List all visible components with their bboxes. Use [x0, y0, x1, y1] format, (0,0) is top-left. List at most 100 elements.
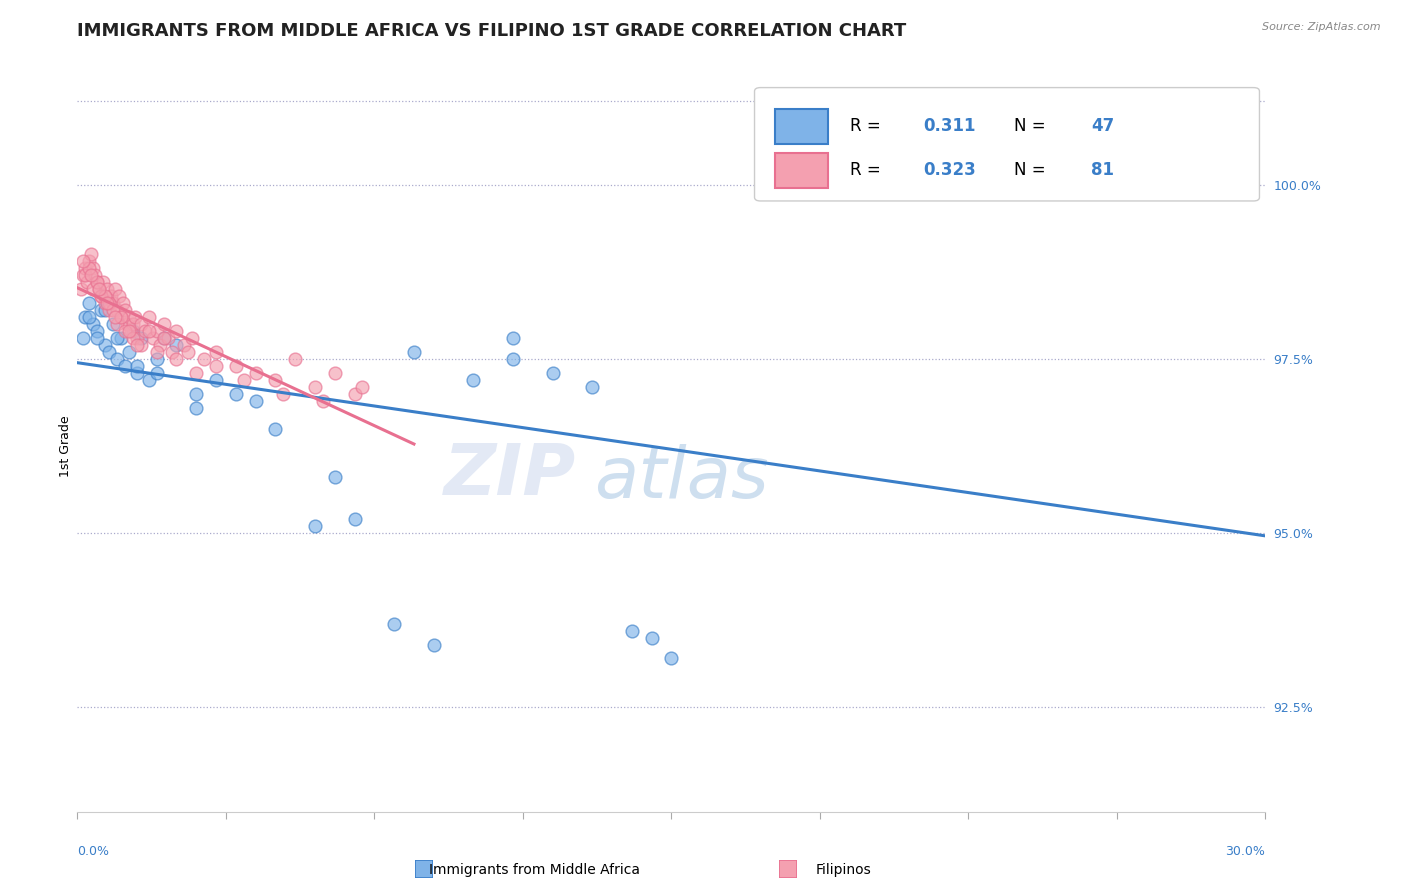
Point — [125, 331, 148, 345]
Point — [108, 289, 131, 303]
Point — [129, 331, 152, 345]
Point — [86, 275, 108, 289]
Point — [121, 324, 143, 338]
Point — [77, 254, 100, 268]
Point — [121, 317, 143, 331]
Point — [245, 393, 267, 408]
Point — [84, 268, 107, 283]
Point — [100, 289, 122, 303]
Point — [541, 366, 564, 380]
Bar — [775, 153, 828, 188]
Point — [162, 345, 184, 359]
Point — [91, 275, 114, 289]
Point — [232, 373, 254, 387]
Text: Immigrants from Middle Africa: Immigrants from Middle Africa — [429, 863, 640, 877]
Point — [82, 261, 104, 276]
Point — [193, 351, 215, 366]
Point — [382, 616, 405, 631]
Text: Source: ZipAtlas.com: Source: ZipAtlas.com — [1263, 22, 1381, 32]
Point — [153, 331, 176, 345]
Point — [120, 324, 142, 338]
Point — [138, 373, 160, 387]
Point — [114, 303, 136, 318]
Point — [323, 366, 346, 380]
Point — [105, 351, 128, 366]
Point — [343, 386, 366, 401]
Point — [264, 421, 287, 435]
Text: 0.311: 0.311 — [924, 118, 976, 136]
Point — [149, 338, 172, 352]
Point — [173, 338, 195, 352]
Point — [87, 282, 110, 296]
Point — [76, 275, 98, 289]
Point — [125, 338, 148, 352]
Point — [77, 261, 100, 276]
Point — [186, 401, 208, 415]
Point — [101, 296, 124, 310]
Point — [87, 282, 110, 296]
Point — [118, 324, 141, 338]
Bar — [775, 109, 828, 144]
Point — [72, 268, 94, 283]
Point — [77, 310, 100, 325]
Point — [145, 324, 167, 338]
Point — [98, 296, 121, 310]
Point — [153, 331, 176, 345]
Point — [502, 351, 524, 366]
Point — [264, 373, 287, 387]
Point — [96, 296, 118, 310]
Point — [70, 282, 93, 296]
Point — [1195, 164, 1218, 178]
Point — [110, 310, 132, 325]
Point — [104, 282, 127, 296]
Point — [145, 351, 167, 366]
Point — [129, 317, 152, 331]
Point — [82, 317, 104, 331]
Point — [134, 324, 156, 338]
Text: 30.0%: 30.0% — [1226, 845, 1265, 857]
Point — [343, 512, 366, 526]
Point — [72, 254, 94, 268]
Point — [125, 359, 148, 373]
Point — [86, 275, 108, 289]
Text: 0.0%: 0.0% — [77, 845, 110, 857]
Point — [101, 317, 124, 331]
Point — [90, 289, 112, 303]
Text: IMMIGRANTS FROM MIDDLE AFRICA VS FILIPINO 1ST GRADE CORRELATION CHART: IMMIGRANTS FROM MIDDLE AFRICA VS FILIPIN… — [77, 22, 907, 40]
Point — [145, 366, 167, 380]
Point — [245, 366, 267, 380]
Text: R =: R = — [849, 161, 886, 179]
Text: atlas: atlas — [595, 444, 769, 514]
Point — [661, 651, 683, 665]
Point — [72, 331, 94, 345]
Point — [205, 373, 228, 387]
Point — [105, 331, 128, 345]
Point — [104, 310, 127, 325]
Point — [165, 324, 187, 338]
Point — [620, 624, 643, 638]
Point — [80, 247, 103, 261]
Point — [110, 331, 132, 345]
Point — [640, 631, 662, 645]
Point — [75, 310, 97, 325]
Y-axis label: 1st Grade: 1st Grade — [59, 415, 72, 477]
Point — [312, 393, 335, 408]
Point — [124, 310, 146, 325]
Point — [105, 317, 128, 331]
Point — [138, 324, 160, 338]
Point — [225, 386, 247, 401]
Point — [94, 289, 117, 303]
Point — [94, 303, 117, 318]
Point — [323, 470, 346, 484]
Text: N =: N = — [1014, 161, 1050, 179]
Point — [111, 296, 134, 310]
Point — [114, 359, 136, 373]
Point — [177, 345, 200, 359]
Point — [304, 519, 326, 533]
Point — [90, 303, 112, 318]
Text: ZIP: ZIP — [444, 441, 576, 509]
Point — [284, 351, 307, 366]
Point — [581, 380, 603, 394]
Point — [82, 282, 104, 296]
Point — [115, 317, 138, 331]
